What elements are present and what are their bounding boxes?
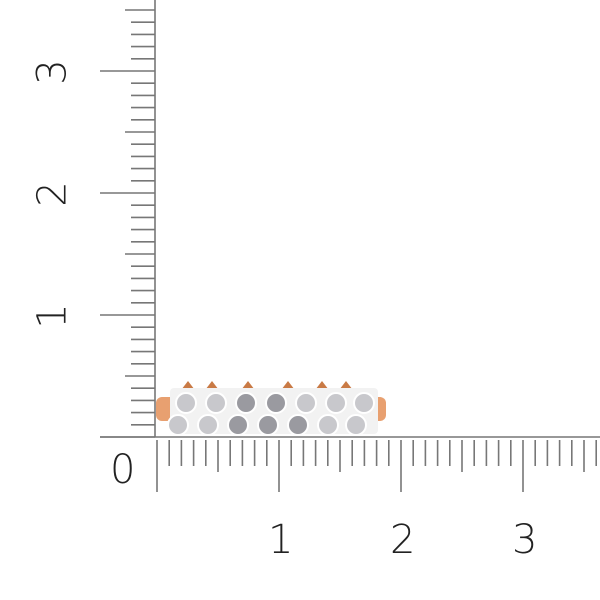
diamond-stone (257, 414, 279, 436)
y-label-2: 2 (29, 181, 76, 207)
diamond-stone (235, 392, 257, 414)
diamond-stone (317, 414, 339, 436)
diamond-stone (325, 392, 347, 414)
x-label-2: 2 (390, 517, 416, 563)
diamond-stone (197, 414, 219, 436)
diamond-stone (353, 392, 375, 414)
diamond-stone (227, 414, 249, 436)
diamond-stone (175, 392, 197, 414)
y-label-3: 3 (29, 59, 76, 85)
y-label-1: 1 (29, 303, 76, 329)
diamond-stone (265, 392, 287, 414)
diamond-stone (205, 392, 227, 414)
origin-label: 0 (110, 447, 136, 493)
diamond-stone (287, 414, 309, 436)
diamond-stone (295, 392, 317, 414)
diamond-stone (345, 414, 367, 436)
x-label-3: 3 (512, 517, 538, 563)
diamond-stone (167, 414, 189, 436)
x-label-1: 1 (268, 517, 294, 563)
